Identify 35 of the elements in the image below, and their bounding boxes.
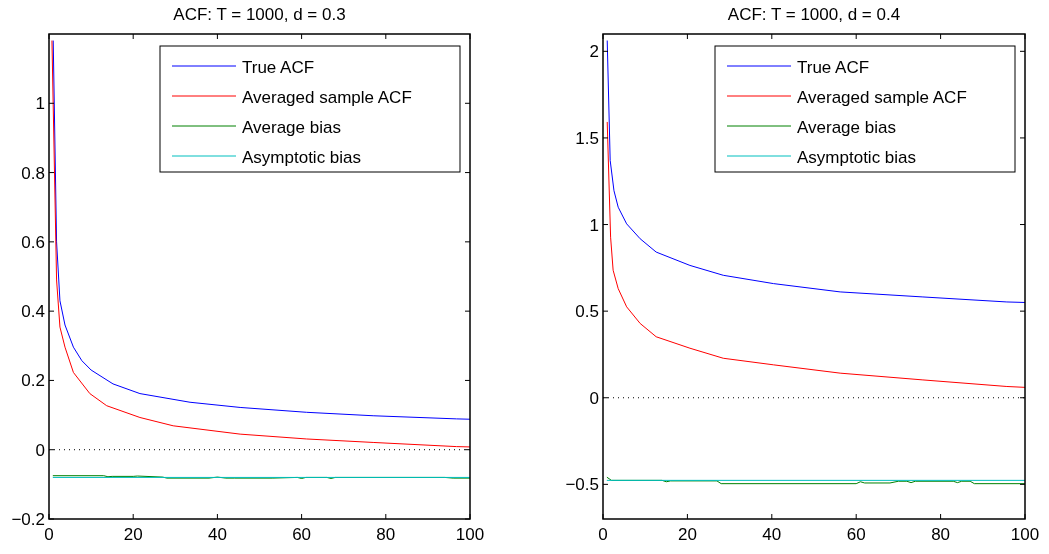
legend-label: Averaged sample ACF (797, 88, 967, 107)
y-tick-label: 0.5 (575, 302, 599, 322)
legend-label: Average bias (797, 118, 896, 137)
legend-label: Averaged sample ACF (242, 88, 412, 107)
x-tick-label: 40 (207, 525, 227, 544)
y-tick-label: 0 (35, 440, 45, 460)
legend-label: Asymptotic bias (797, 148, 917, 167)
chart-title: ACF: T = 1000, d = 0.4 (727, 5, 901, 24)
chart-title: ACF: T = 1000, d = 0.3 (173, 5, 346, 24)
line-series (606, 121, 1025, 388)
x-tick-label: 20 (677, 525, 697, 544)
x-tick-label: 80 (931, 525, 951, 544)
legend-label: Asymptotic bias (242, 148, 362, 167)
y-tick-label: 2 (589, 42, 599, 62)
x-tick-label: 100 (1010, 525, 1040, 544)
y-tick-label: 0.4 (21, 302, 45, 322)
x-tick-label: 100 (455, 525, 485, 544)
y-tick-label: 0 (589, 388, 599, 408)
y-tick-label: −0.5 (565, 475, 599, 495)
y-tick-label: 1.5 (575, 128, 599, 148)
x-tick-label: 60 (846, 525, 866, 544)
legend-label: Average bias (242, 118, 341, 137)
x-tick-label: 20 (123, 525, 143, 544)
y-tick-label: 0.8 (21, 163, 45, 183)
y-tick-label: 1 (35, 94, 45, 114)
y-tick-label: −0.2 (11, 510, 45, 529)
line-series (606, 40, 1025, 303)
y-tick-label: 0.2 (21, 371, 45, 391)
legend-label: True ACF (797, 58, 870, 77)
legend-label: True ACF (242, 58, 315, 77)
y-tick-label: 0.6 (21, 232, 45, 252)
y-tick-label: 1 (589, 215, 599, 235)
x-tick-label: 40 (762, 525, 782, 544)
x-tick-label: 60 (292, 525, 312, 544)
x-tick-label: 80 (376, 525, 396, 544)
